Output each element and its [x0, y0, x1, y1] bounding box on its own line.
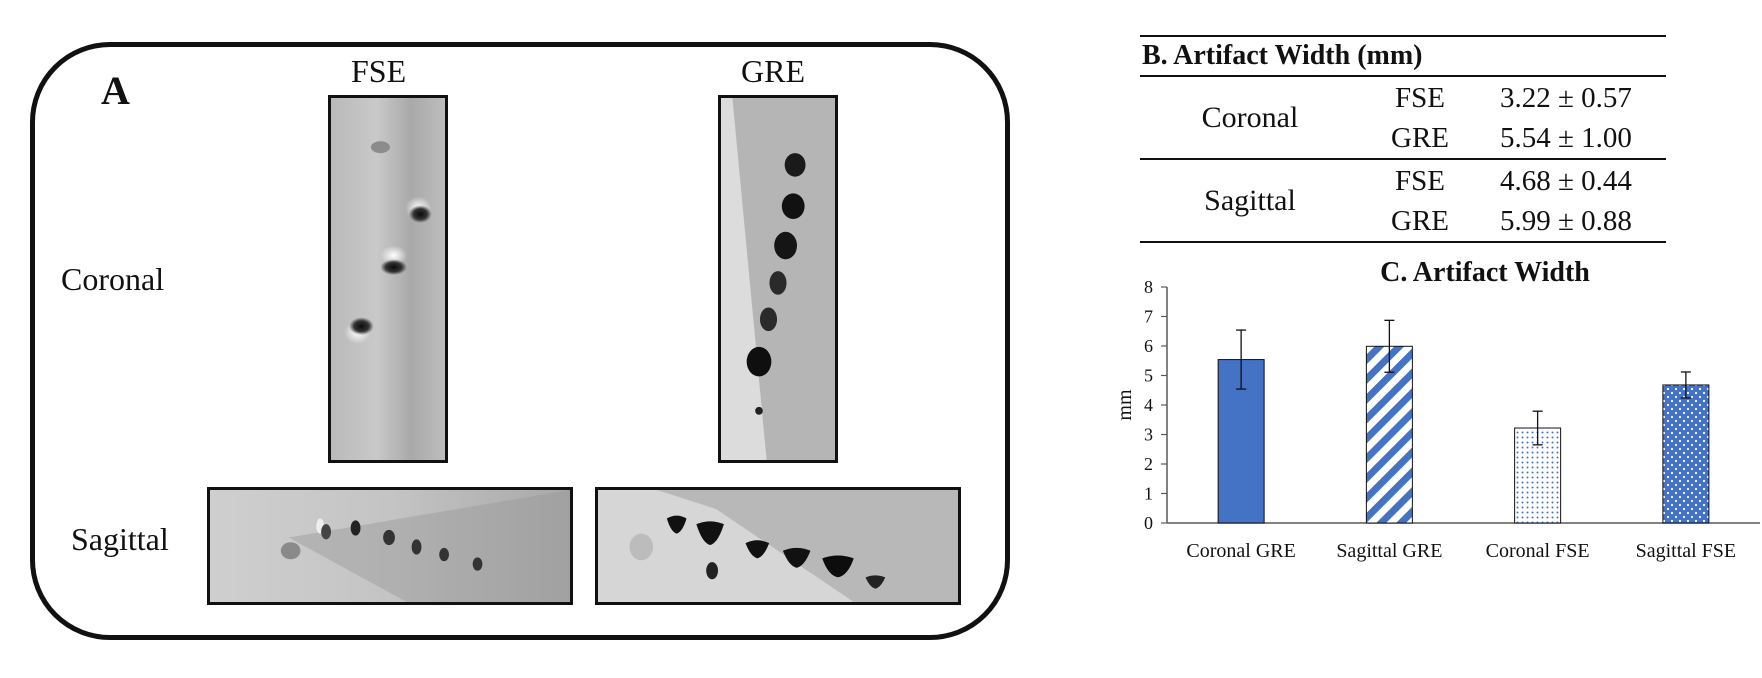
mri-image-sagittal-gre: [595, 487, 961, 605]
column-label-gre: GRE: [741, 53, 805, 89]
chart-canvas: 0 1 2 3 4 5 6 7 8 mm Coronal GRE Sagittal GRE Corona…: [1114, 277, 1760, 562]
row-label-sagittal: Sagittal: [71, 521, 169, 557]
y-axis-label: mm: [1114, 389, 1136, 421]
table-cell-sequence: GRE: [1391, 122, 1449, 154]
panel-a-letter: A: [101, 68, 130, 113]
column-label-fse: FSE: [351, 53, 407, 89]
table-cell-value: 5.99 ± 0.88: [1500, 205, 1632, 237]
table-cell-value: 4.68 ± 0.44: [1500, 165, 1632, 197]
artifact-width-chart: C. Artifact Width 0 1 2 3 4 5 6 7 8 mm Coronal GRE…: [1070, 255, 1760, 665]
y-tick-label: 4: [1144, 395, 1153, 415]
table-group-sagittal: Sagittal FSE 4.68 ± 0.44 GRE 5.99 ± 0.88: [1140, 160, 1666, 243]
table-cell-sequence: GRE: [1391, 205, 1449, 237]
table-row: GRE 5.54 ± 1.00: [1360, 118, 1666, 158]
x-tick-label: Coronal GRE: [1186, 540, 1295, 562]
table-cell-sequence: FSE: [1395, 82, 1445, 114]
chart-title: C. Artifact Width: [1380, 257, 1590, 288]
y-tick-label: 1: [1144, 484, 1153, 504]
table-plane-label: Coronal: [1201, 101, 1299, 134]
bar-4: [1662, 384, 1710, 524]
table-row: FSE 4.68 ± 0.44: [1360, 161, 1666, 201]
y-tick-label: 5: [1144, 366, 1153, 386]
table-cell-value: 5.54 ± 1.00: [1500, 122, 1632, 154]
y-tick-label: 2: [1144, 454, 1153, 474]
y-tick-label: 7: [1144, 307, 1153, 327]
x-tick-label: Sagittal GRE: [1336, 540, 1442, 562]
table-row: GRE 5.99 ± 0.88: [1360, 201, 1666, 241]
x-tick-label: Coronal FSE: [1486, 540, 1590, 562]
y-tick-label: 0: [1144, 513, 1153, 533]
row-label-coronal: Coronal: [61, 261, 165, 297]
bar-2: [1365, 345, 1413, 524]
table-cell-value: 3.22 ± 0.57: [1500, 82, 1632, 114]
table-plane-label: Sagittal: [1204, 184, 1296, 217]
mri-image-coronal-fse: [328, 95, 448, 463]
y-tick-label: 3: [1144, 425, 1153, 445]
panel-a-frame: A FSE GRE Coronal Sagittal: [30, 42, 1010, 640]
x-tick-label: Sagittal FSE: [1636, 540, 1737, 562]
table-cell-sequence: FSE: [1395, 165, 1445, 197]
mri-image-sagittal-fse: [207, 487, 573, 605]
mri-image-coronal-gre: [718, 95, 838, 463]
y-tick-label: 6: [1144, 336, 1153, 356]
table-title: B. Artifact Width (mm): [1140, 35, 1666, 77]
table-row: FSE 3.22 ± 0.57: [1360, 78, 1666, 118]
y-tick-label: 8: [1144, 277, 1153, 297]
artifact-width-table: B. Artifact Width (mm) Coronal FSE 3.22 …: [1140, 35, 1666, 243]
table-group-coronal: Coronal FSE 3.22 ± 0.57 GRE 5.54 ± 1.00: [1140, 77, 1666, 160]
